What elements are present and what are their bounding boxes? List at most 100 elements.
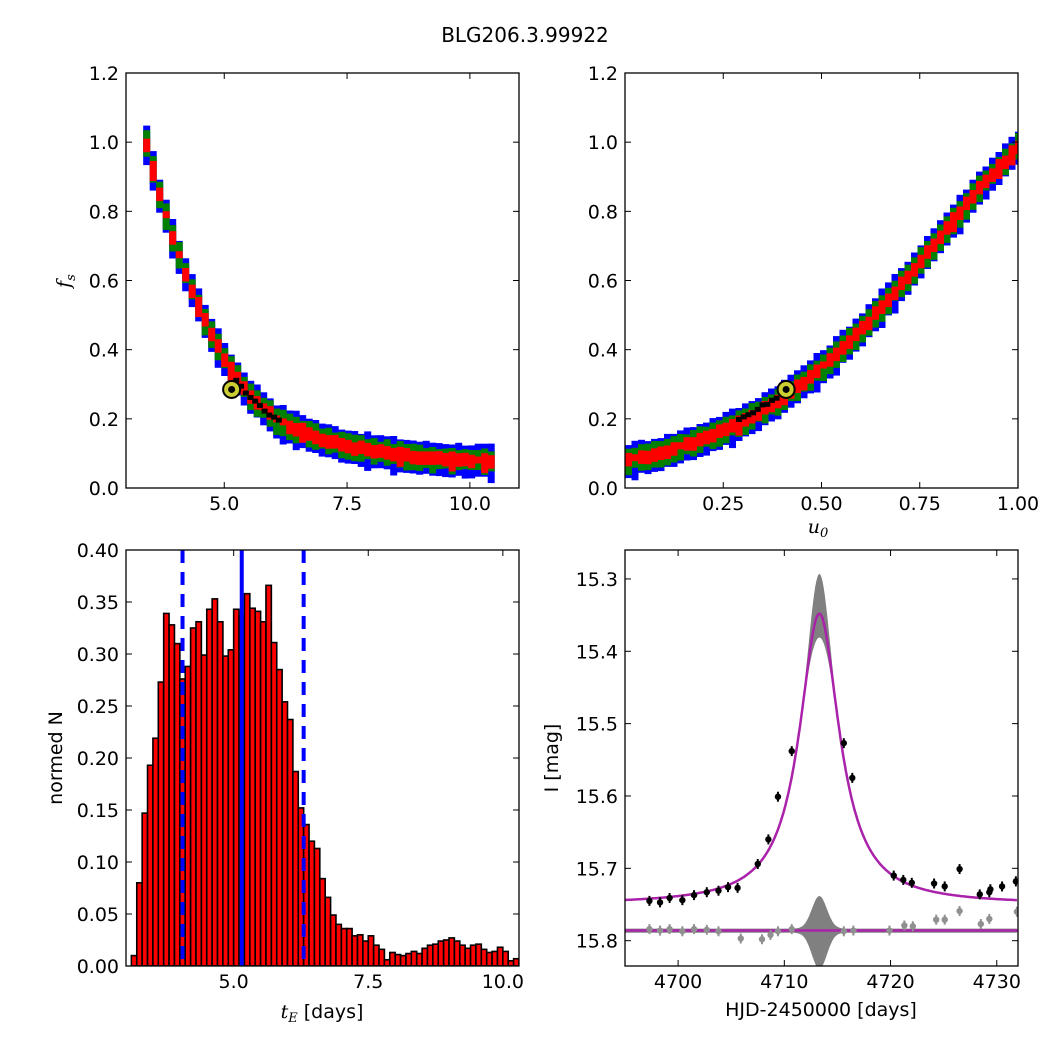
outer-region-cell: [422, 466, 430, 474]
inner-region-cell: [208, 334, 216, 342]
y-tick-label: 0.25: [77, 696, 119, 718]
outer-region-cell: [683, 427, 691, 435]
outer-region-cell: [989, 157, 996, 165]
outer-region-cell: [729, 441, 736, 449]
inner-region-cell: [625, 452, 632, 460]
histogram-bar: [146, 764, 154, 966]
outer-region-cell: [390, 436, 398, 443]
outer-region-cell: [924, 236, 931, 243]
middle-region-cell: [930, 233, 938, 241]
middle-region-cell: [390, 443, 398, 451]
inner-region-cell: [468, 454, 476, 462]
outer-region-cell: [956, 194, 964, 202]
histogram-bar: [507, 959, 515, 966]
middle-region-cell: [696, 426, 704, 434]
data-point: [679, 896, 686, 904]
middle-region-cell: [396, 441, 404, 449]
inner-region-cell: [826, 359, 834, 367]
outer-region-cell: [461, 471, 469, 479]
middle-region-cell: [188, 279, 196, 287]
middle-region-cell: [162, 203, 170, 211]
middle-region-cell: [690, 430, 697, 437]
inner-region-cell: [683, 437, 691, 445]
core-region-cell: [256, 402, 263, 408]
outer-region-cell: [1002, 143, 1009, 151]
middle-region-cell: [820, 374, 827, 381]
middle-region-cell: [143, 130, 151, 138]
middle-region-cell: [690, 449, 697, 457]
inner-region-cell: [383, 452, 391, 460]
inner-region-cell: [409, 457, 417, 465]
inner-region-cell: [865, 316, 873, 324]
inner-region-cell: [716, 424, 723, 432]
residual-point: [886, 927, 893, 934]
outer-region-cell: [631, 440, 639, 448]
outer-region-cell: [195, 288, 203, 296]
middle-region-cell: [885, 287, 892, 295]
residual-point: [690, 925, 698, 933]
inner-region-cell: [898, 283, 905, 291]
middle-region-cell: [461, 449, 469, 457]
outer-region-cell: [657, 464, 665, 472]
outer-region-cell: [455, 468, 463, 476]
inner-region-cell: [735, 422, 743, 430]
inner-region-cell: [461, 459, 469, 467]
inner-region-cell: [227, 374, 235, 382]
inner-region-cell: [175, 251, 183, 259]
histogram-bar: [405, 952, 413, 966]
middle-region-cell: [370, 457, 378, 465]
inner-region-cell: [917, 254, 925, 262]
outer-region-cell: [722, 411, 730, 419]
y-tick-label: 0.0: [89, 478, 119, 500]
middle-region-cell: [794, 394, 801, 401]
inner-region-cell: [891, 293, 899, 300]
y-tick-label: 0.4: [588, 340, 618, 362]
outer-region-cell: [937, 220, 944, 228]
inner-region-cell: [885, 300, 892, 308]
inner-region-cell: [716, 430, 723, 438]
inner-region-cell: [878, 300, 886, 308]
outer-region-cell: [748, 427, 756, 435]
inner-region-cell: [149, 174, 157, 181]
middle-region-cell: [930, 252, 938, 260]
middle-region-cell: [839, 335, 847, 343]
inner-region-cell: [950, 218, 957, 226]
histogram-bar: [222, 655, 230, 966]
inner-region-cell: [182, 268, 190, 275]
outer-region-cell: [435, 469, 443, 477]
outer-region-cell: [703, 422, 710, 430]
outer-region-cell: [852, 318, 860, 326]
middle-region-cell: [227, 356, 235, 364]
inner-region-cell: [318, 440, 326, 448]
residual-point: [646, 925, 653, 933]
outer-region-cell: [422, 440, 430, 448]
outer-region-cell: [416, 467, 424, 475]
y-tick-label: 15.8: [576, 931, 618, 953]
y-tick-label: 1.2: [588, 63, 618, 85]
inner-region-cell: [976, 187, 983, 195]
panel-4: 4700 4710 4720 4730 15.3 15.4 15.5 15.6 15.7 15.8…: [541, 549, 1021, 1021]
outer-region-cell: [156, 205, 164, 213]
inner-region-cell: [898, 276, 905, 284]
histogram-bar: [496, 946, 504, 966]
inner-region-cell: [357, 447, 365, 455]
inner-region-cell: [364, 442, 372, 450]
middle-region-cell: [846, 347, 853, 355]
inner-region-cell: [690, 443, 697, 451]
core-region-cell: [242, 390, 249, 396]
inner-region-cell: [455, 453, 463, 461]
y-tick-label: 0.15: [77, 800, 119, 822]
inner-region-cell: [201, 319, 209, 327]
middle-region-cell: [917, 247, 925, 255]
outer-region-cell: [221, 343, 229, 350]
middle-region-cell: [416, 444, 424, 452]
middle-region-cell: [221, 348, 229, 356]
middle-region-cell: [820, 367, 827, 375]
inner-region-cell: [703, 437, 710, 445]
y-tick-label: 15.3: [576, 569, 618, 591]
middle-region-cell: [156, 181, 164, 189]
core-region-cell: [266, 412, 273, 418]
y-tick-label: 0.2: [588, 409, 618, 431]
data-point: [774, 793, 782, 800]
middle-region-cell: [1002, 168, 1009, 176]
